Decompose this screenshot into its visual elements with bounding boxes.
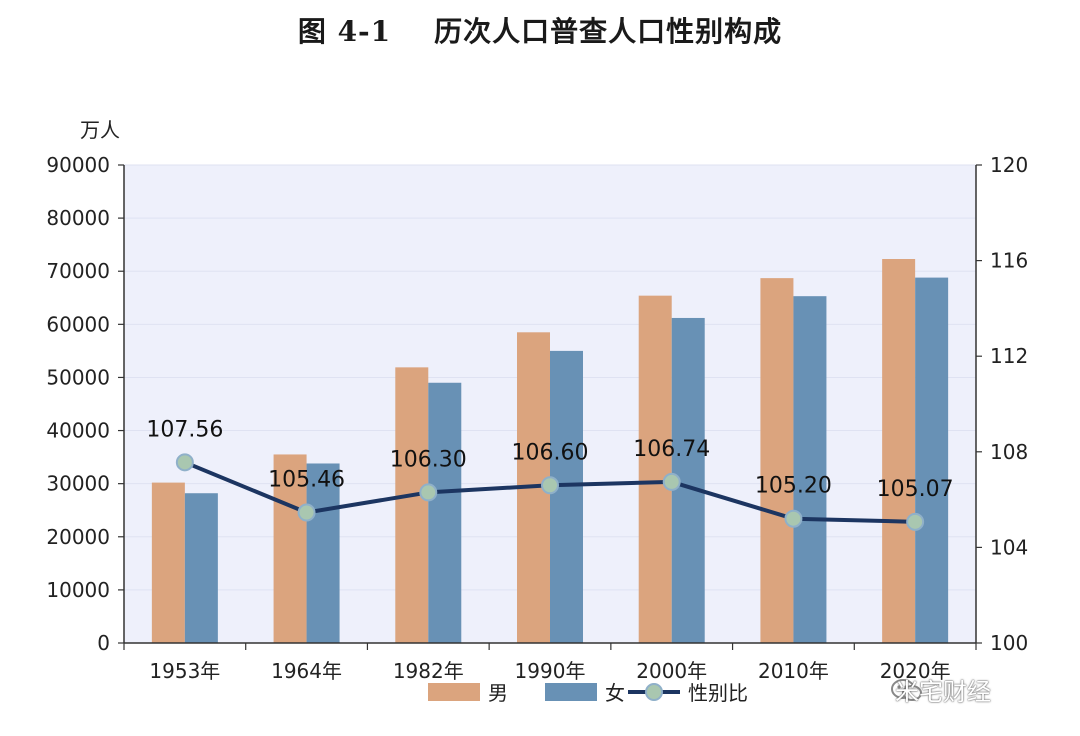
data-label: 107.56 <box>146 417 223 442</box>
sex-ratio-point <box>662 472 681 491</box>
sex-ratio-line: 107.56 105.46 106.30 106.60 106.74 105.20 105.… <box>146 417 954 531</box>
y2-tick-label: 112 <box>990 344 1028 368</box>
data-label: 105.20 <box>755 474 832 499</box>
sex-ratio-point <box>784 509 803 528</box>
data-label: 105.07 <box>877 477 954 502</box>
bar-male <box>273 454 307 643</box>
legend-swatch-female <box>545 683 597 701</box>
sex-ratio-point <box>419 483 438 502</box>
sex-ratio-point <box>175 453 194 472</box>
x-tick-label: 1953年 <box>149 659 220 683</box>
y-tick-label: 10000 <box>46 578 110 602</box>
bar-male <box>151 482 185 643</box>
bar-male <box>882 259 916 643</box>
y2-tick-label: 116 <box>990 249 1028 273</box>
sex-ratio-point <box>906 512 925 531</box>
bar-female <box>184 493 218 643</box>
legend-label-sex-ratio: 性别比 <box>688 681 748 705</box>
data-label: 106.60 <box>512 440 589 465</box>
y2-tick-label: 100 <box>990 631 1028 655</box>
x-tick-label: 2010年 <box>758 659 829 683</box>
y-tick-label: 0 <box>97 631 110 655</box>
bars <box>151 259 949 643</box>
bar-male <box>395 367 429 643</box>
axes: 0 10000 20000 30000 40000 50000 60000 70000 8000… <box>46 118 1028 683</box>
legend: 男 女 性别比 <box>428 681 748 705</box>
x-tick-label: 1964年 <box>271 659 342 683</box>
y-tick-label: 80000 <box>46 206 110 230</box>
legend-label-male: 男 <box>488 681 508 705</box>
y2-tick-label: 108 <box>990 440 1028 464</box>
legend-marker-sex-ratio <box>645 683 663 701</box>
bar-male <box>638 295 672 643</box>
bar-female <box>915 277 949 643</box>
legend-label-female: 女 <box>605 681 625 705</box>
bar-female <box>550 350 583 643</box>
y-tick-label: 60000 <box>46 312 110 336</box>
x-tick-label: 1990年 <box>515 659 586 683</box>
bar-female <box>793 296 827 643</box>
sex-ratio-point <box>541 476 559 495</box>
y-axis-label: 万人 <box>80 118 120 142</box>
x-tick-label: 1982年 <box>393 659 464 683</box>
data-label: 105.46 <box>268 468 345 493</box>
watermark-text: 米宅财经 <box>895 678 991 706</box>
y2-tick-label: 104 <box>990 535 1028 559</box>
y2-tick-label: 120 <box>990 153 1028 177</box>
y-tick-label: 20000 <box>46 525 110 549</box>
bar-female <box>306 463 340 643</box>
legend-swatch-male <box>428 683 480 701</box>
data-label: 106.74 <box>633 437 710 462</box>
y-tick-label: 90000 <box>46 153 110 177</box>
y-tick-label: 50000 <box>46 365 110 389</box>
wechat-icon <box>891 679 922 701</box>
x-tick-label: 2000年 <box>636 659 707 683</box>
y-tick-label: 70000 <box>46 259 110 283</box>
y-tick-label: 30000 <box>46 472 110 496</box>
chart-title: 图 4-1 历次人口普查人口性别构成 <box>297 15 783 48</box>
x-tick-label: 2020年 <box>880 659 951 683</box>
bar-female <box>428 382 462 643</box>
data-label: 106.30 <box>390 447 467 472</box>
bar-male <box>760 278 794 643</box>
sex-ratio-point <box>297 503 316 522</box>
y-tick-label: 40000 <box>46 419 110 443</box>
